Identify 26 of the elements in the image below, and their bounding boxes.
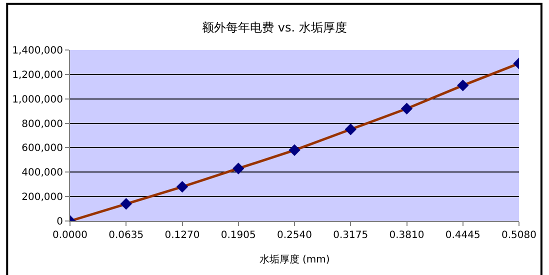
x-tick-label: 0.1270	[164, 230, 200, 241]
y-tick-label: 800,000	[22, 118, 63, 130]
y-tick-label: 200,000	[22, 192, 63, 204]
y-tick-label: 400,000	[22, 168, 63, 179]
x-tick-label: 0.0000	[52, 230, 88, 241]
x-tick-label: 0.1905	[220, 230, 256, 241]
x-tick-label: 0.3175	[333, 230, 368, 241]
y-tick-label: 600,000	[22, 143, 63, 154]
point	[400, 102, 413, 114]
x-tick-label: 0.3810	[389, 230, 424, 241]
y-tick-label: 1,000,000	[12, 94, 63, 106]
point	[232, 162, 244, 174]
x-tick-label: 0.0635	[108, 230, 144, 241]
point	[120, 198, 132, 210]
point	[176, 180, 188, 193]
x-axis-title: 水垢厚度 (mm)	[259, 254, 330, 266]
point	[344, 124, 356, 136]
y-tick-label: 1,400,000	[12, 46, 63, 56]
point	[288, 144, 300, 156]
x-tick-label: 0.4445	[445, 230, 480, 241]
chart-title: 额外每年电费 vs. 水垢厚度	[202, 20, 347, 35]
x-tick-label: 0.5080	[502, 230, 536, 241]
y-tick-label: 1,200,000	[12, 70, 63, 81]
y-tick-label: 0	[56, 216, 63, 228]
point	[457, 80, 469, 92]
x-tick-label: 0.2540	[277, 230, 312, 241]
